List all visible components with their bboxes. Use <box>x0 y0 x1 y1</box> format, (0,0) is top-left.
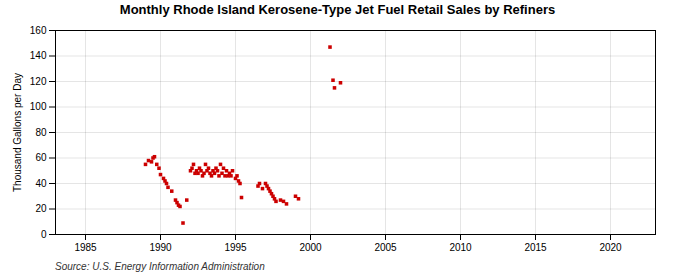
svg-text:120: 120 <box>30 76 47 87</box>
svg-text:140: 140 <box>30 50 47 61</box>
svg-text:100: 100 <box>30 101 47 112</box>
svg-text:1985: 1985 <box>74 242 97 253</box>
svg-text:2020: 2020 <box>599 242 622 253</box>
svg-text:Thousand Gallons per Day: Thousand Gallons per Day <box>12 73 23 192</box>
svg-text:60: 60 <box>35 152 47 163</box>
svg-text:2015: 2015 <box>524 242 547 253</box>
svg-text:20: 20 <box>35 203 47 214</box>
svg-text:2005: 2005 <box>374 242 397 253</box>
html-text:Source: U.S. Energy Informatio: Source: U.S. Energy Information Administ… <box>55 261 265 272</box>
svg-text:2000: 2000 <box>299 242 322 253</box>
svg-text:0: 0 <box>41 229 47 240</box>
html-text:Monthly Rhode Island Kerosene-: Monthly Rhode Island Kerosene-Type Jet F… <box>119 2 556 17</box>
svg-text:2010: 2010 <box>449 242 472 253</box>
svg-text:1990: 1990 <box>149 242 172 253</box>
svg-text:1995: 1995 <box>224 242 247 253</box>
svg-text:160: 160 <box>30 25 47 36</box>
svg-text:40: 40 <box>35 178 47 189</box>
svg-text:80: 80 <box>35 127 47 138</box>
